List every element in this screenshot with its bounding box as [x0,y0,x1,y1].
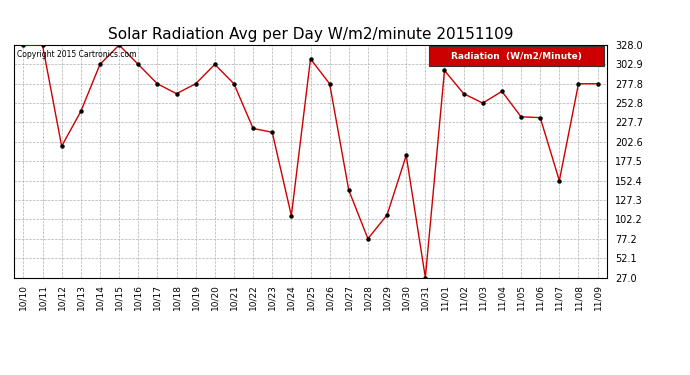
Title: Solar Radiation Avg per Day W/m2/minute 20151109: Solar Radiation Avg per Day W/m2/minute … [108,27,513,42]
Bar [429,46,604,66]
Text: Copyright 2015 Cartronics.com: Copyright 2015 Cartronics.com [17,50,136,58]
Text: Radiation  (W/m2/Minute): Radiation (W/m2/Minute) [451,51,582,60]
